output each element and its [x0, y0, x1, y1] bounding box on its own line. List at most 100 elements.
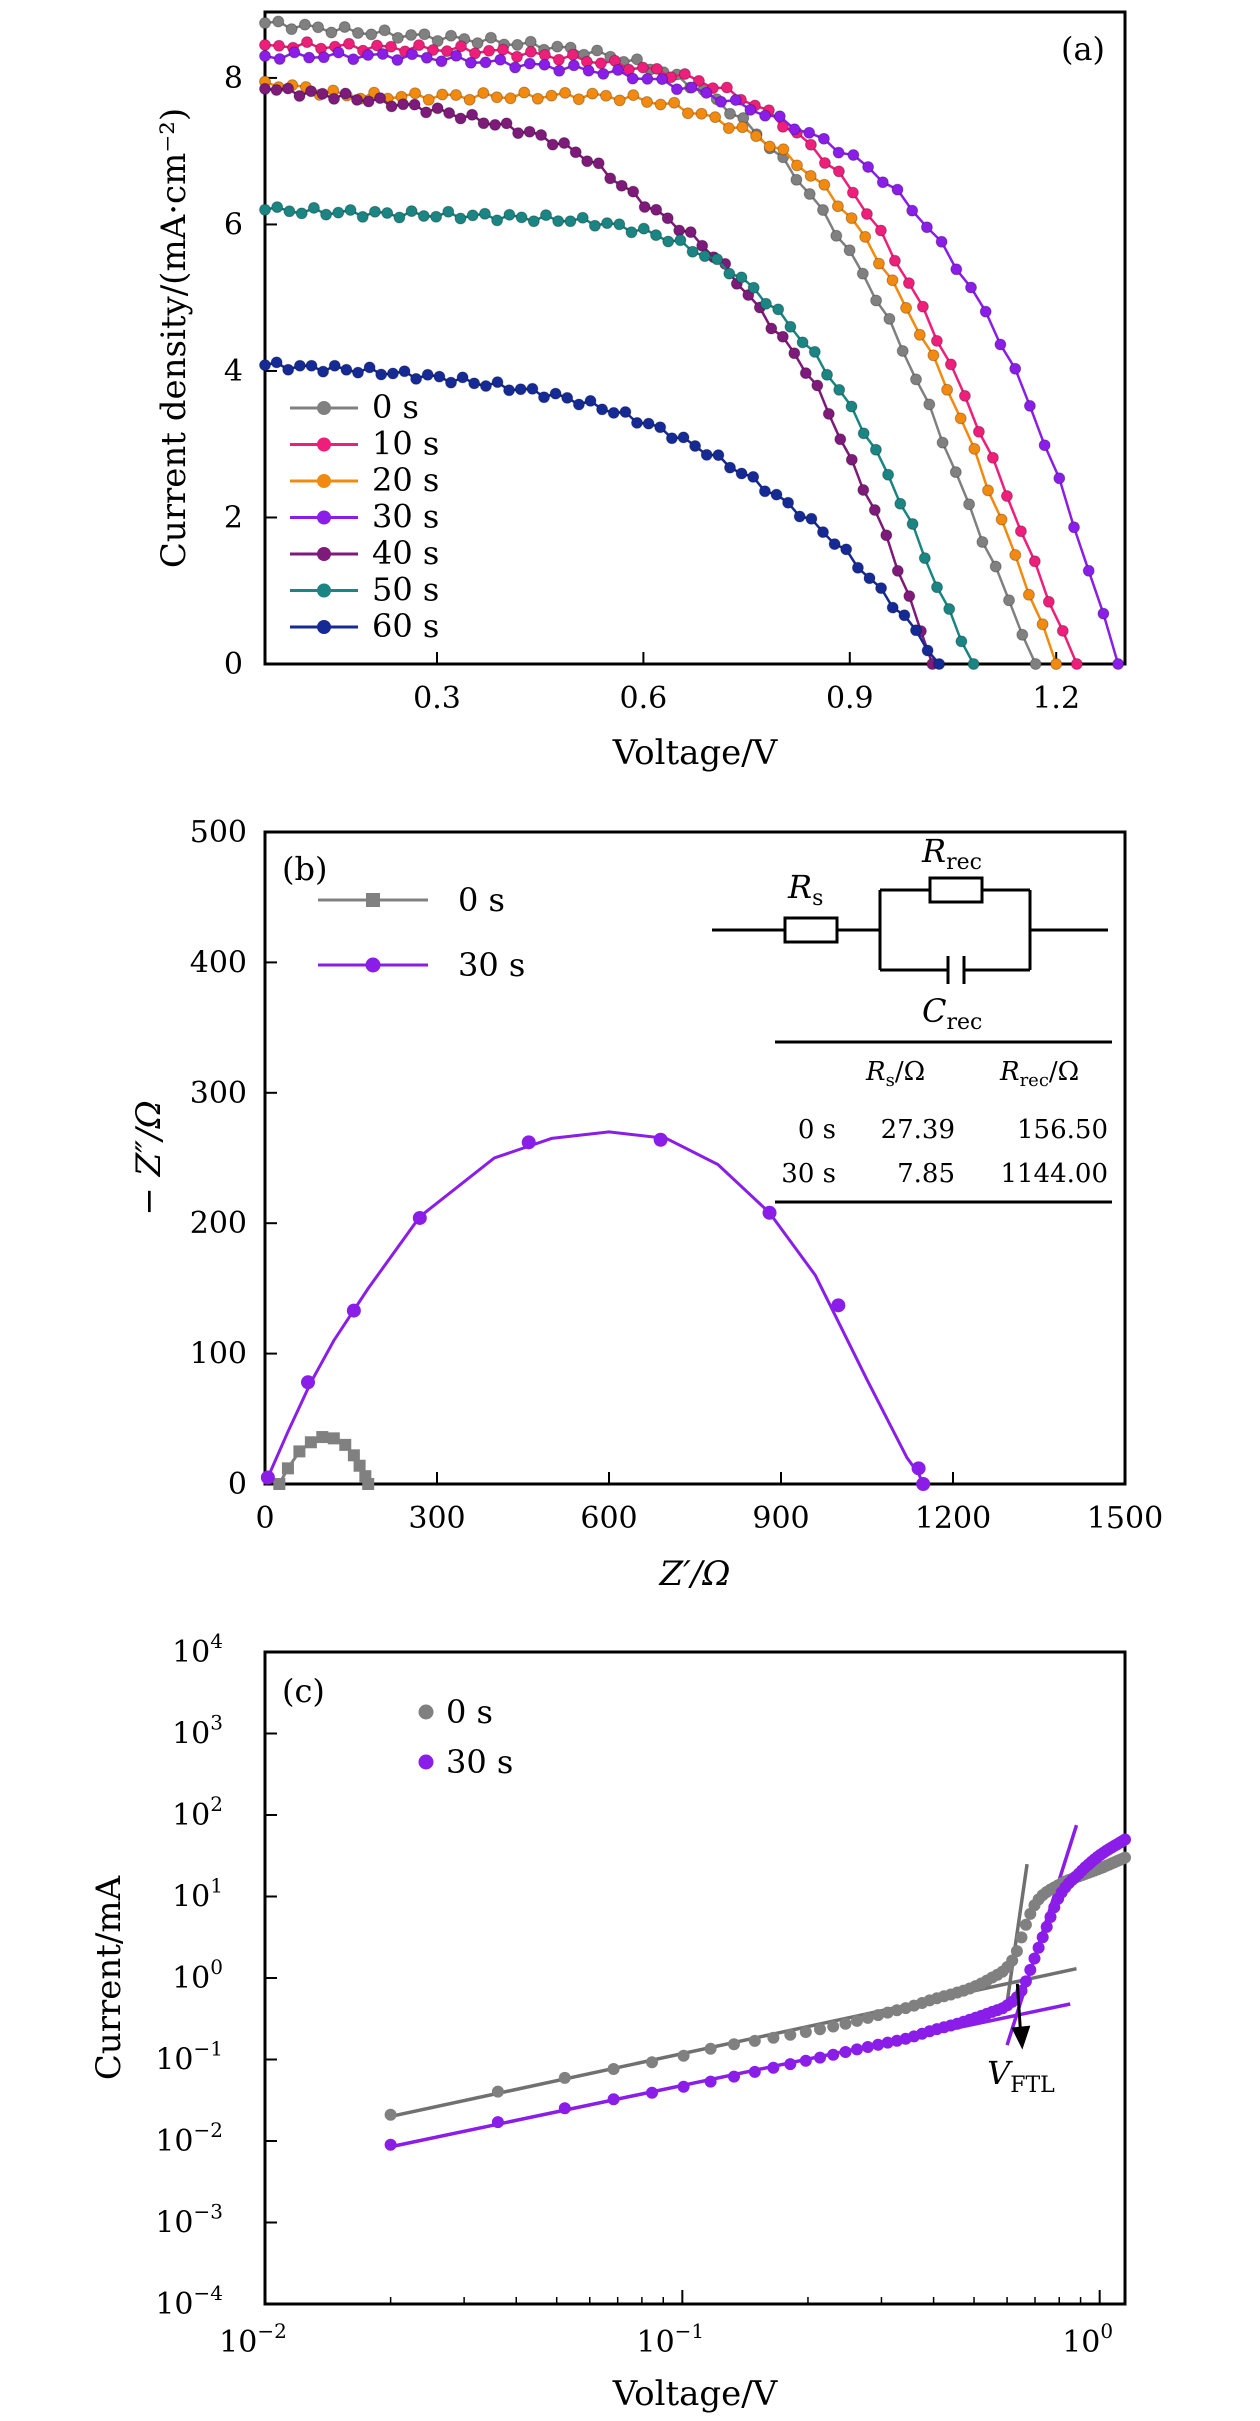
series-40s-point [328, 92, 340, 105]
series-30s-point [920, 221, 933, 234]
series-10s-point [804, 138, 817, 151]
series-10s-point [1028, 555, 1041, 568]
series-30s-point [803, 126, 816, 139]
series-0s-point [1010, 1945, 1023, 1958]
vftl-arrow-head [1011, 2025, 1031, 2050]
series-20s-point [613, 94, 626, 107]
series-0s-point [316, 1431, 329, 1444]
series-30s-point [653, 1132, 668, 1147]
series-30s-line [263, 1130, 925, 1485]
series-60s-point [631, 416, 643, 429]
series-30s-point [346, 1303, 361, 1318]
series-10s-point [902, 277, 915, 290]
series-40s-point [661, 212, 674, 225]
series-20s-point [791, 159, 803, 172]
panel-b-x-tick-label: 900 [752, 1501, 809, 1536]
series-30s-point [391, 54, 404, 66]
series-30s-point [553, 64, 566, 77]
series-0s-point [1019, 1918, 1032, 1931]
series-50s-point [588, 219, 601, 232]
series-30s-point [876, 176, 889, 189]
series-30s-point [558, 2102, 571, 2115]
series-60s-point [921, 644, 934, 657]
series-50s-point [344, 204, 357, 216]
series-20s-point [668, 96, 681, 109]
legend-50s-marker [317, 583, 331, 598]
series-50s-point [857, 427, 870, 440]
legend-30s-label: 30 s [372, 498, 439, 536]
series-50s-point [515, 211, 528, 224]
series-40s-point [270, 84, 283, 96]
series-50s-point [478, 207, 491, 220]
series-60s-point [793, 510, 806, 523]
series-50s-point [918, 552, 931, 565]
series-50s-point [259, 203, 271, 216]
series-0s-point [1016, 628, 1029, 641]
series-60s-point [386, 367, 399, 380]
series-60s-point [677, 431, 690, 444]
series-30s-point [851, 2043, 863, 2056]
series-30s-point [597, 67, 610, 80]
series-0s-point [728, 2038, 740, 2051]
series-20s-point [845, 212, 858, 225]
series-10s-point [594, 57, 607, 70]
panel-b-plot-frame [263, 830, 1127, 1486]
series-40s-point [776, 330, 789, 343]
series-50s-point [466, 209, 479, 222]
series-60s-point [665, 432, 678, 445]
series-30s-point [450, 49, 463, 62]
series-40s-point [638, 201, 651, 213]
series-40s-point [834, 433, 847, 446]
series-30s-point [685, 81, 698, 94]
series-40s-point [535, 129, 548, 141]
series-30s-point [420, 51, 433, 64]
series-20s-point [750, 130, 763, 143]
series-10s-point [1014, 525, 1027, 538]
series-20s-point [1036, 618, 1049, 631]
series-50s-point [442, 205, 455, 218]
series-0s-point [839, 2017, 852, 2030]
series-60s-point [549, 387, 562, 400]
series-30s-point [1040, 1920, 1053, 1933]
series-30s-point [670, 83, 683, 96]
series-40s-point [592, 157, 605, 170]
series-30s-point [881, 2036, 894, 2049]
series-0s-point [936, 436, 949, 449]
series-40s-point [891, 564, 904, 577]
series-60s-point [689, 440, 702, 452]
series-60s-point [293, 359, 306, 372]
series-60s-point [561, 391, 574, 404]
series-30s-point [567, 59, 580, 72]
panel-b-chart: 0 300 600 900 1200 1500 0 100 200 300 400 500 0 s 30… [129, 815, 1163, 1594]
series-50s-point [759, 297, 772, 310]
series-10s-point [301, 36, 313, 49]
panel-b-y-tick-label: 400 [190, 945, 247, 980]
series-0s-point [338, 21, 351, 33]
series-30s-point [1032, 1941, 1045, 1954]
series-40s-point [880, 529, 893, 542]
series-50s-point [747, 281, 760, 294]
series-30s-point [1053, 472, 1066, 485]
panel-a-x-tick-label: 1.2 [1032, 681, 1080, 716]
series-40s-point [259, 82, 271, 95]
series-30s-point [491, 2116, 504, 2129]
legend-0s-marker [317, 401, 331, 415]
series-50s-point [784, 320, 797, 333]
series-10s-point [692, 74, 705, 87]
series-60s-point [538, 391, 550, 404]
series-0s-point [273, 1478, 286, 1490]
series-0s-point [272, 15, 285, 28]
panel-a-y-tick-label: 8 [224, 61, 243, 96]
panel-c-x-tick-label: 10−1 [636, 2319, 704, 2360]
series-30s-point [700, 86, 713, 99]
series-30s-point [1038, 439, 1051, 452]
series-40s-point [581, 155, 594, 168]
series-30s-point [950, 263, 963, 276]
series-40s-point [650, 203, 663, 216]
series-30s-point [916, 1477, 931, 1491]
series-60s-point [421, 368, 434, 381]
table-row-label: 0 s [798, 1115, 836, 1145]
series-50s-point [906, 518, 919, 530]
series-50s-point [576, 211, 589, 224]
series-30s-point [384, 2138, 397, 2151]
